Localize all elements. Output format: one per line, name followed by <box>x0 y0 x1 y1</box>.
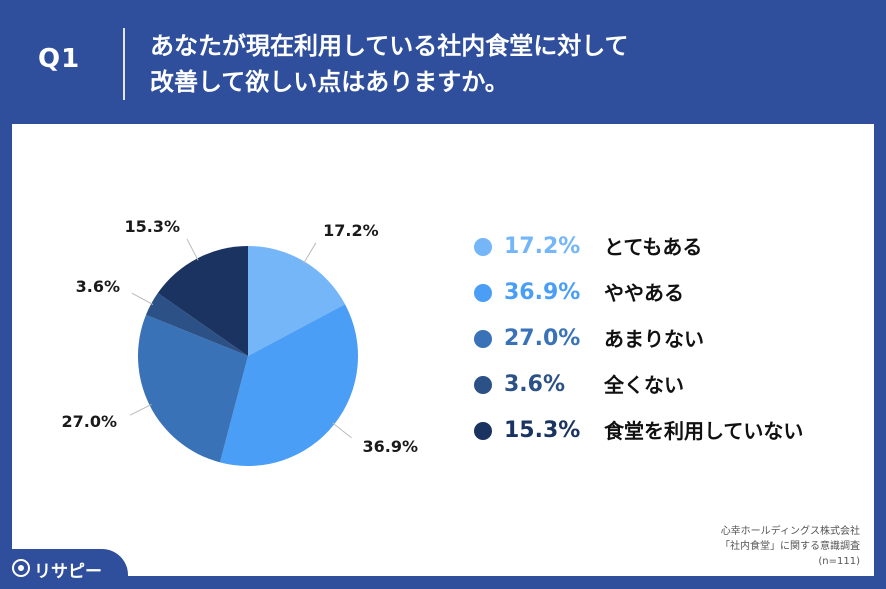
pie-svg <box>129 238 358 467</box>
legend-item-1: 36.9% ややある <box>474 278 854 308</box>
legend-label-4: 食堂を利用していない <box>604 419 804 443</box>
pie-label-2: 27.0% <box>61 411 117 431</box>
question-text: あなたが現在利用している社内食堂に対して 改善して欲しい点はありますか。 <box>150 28 629 100</box>
header-divider <box>123 28 125 100</box>
leader-line-0 <box>303 242 317 264</box>
legend-label-2: あまりない <box>604 327 704 351</box>
legend-dot-0 <box>474 238 492 256</box>
pie-label-1: 36.9% <box>362 437 419 457</box>
question-number: Q1 <box>38 44 81 74</box>
legend-item-4: 15.3% 食堂を利用していない <box>474 416 854 446</box>
legend-item-3: 3.6% 全くない <box>474 370 854 400</box>
source-line-3: (n=111) <box>818 556 860 567</box>
legend-pct-0: 17.2% <box>504 234 581 259</box>
pie-label-0: 17.2% <box>323 221 379 241</box>
leader-line-4 <box>186 238 199 261</box>
question-line-2: 改善して欲しい点はありますか。 <box>150 68 509 96</box>
legend-item-0: 17.2% とてもある <box>474 232 854 262</box>
location-pin-icon <box>12 559 30 577</box>
leader-line-3 <box>131 292 154 306</box>
pie-chart: 17.2% 36.9% 27.0% 3.6% 15.3% <box>12 124 462 576</box>
legend-label-3: 全くない <box>604 373 684 397</box>
pie-slice-2 <box>137 314 248 463</box>
legend-label-1: ややある <box>604 281 684 305</box>
legend-dot-3 <box>474 376 492 394</box>
legend-pct-1: 36.9% <box>504 280 581 305</box>
legend-dot-4 <box>474 422 492 440</box>
legend-pct-4: 15.3% <box>504 418 581 443</box>
brand-logo: リサピー <box>0 549 128 589</box>
source-line-2: 「社内食堂」に関する意識調査 <box>720 541 860 552</box>
legend-dot-2 <box>474 330 492 348</box>
pie-label-4: 15.3% <box>124 217 180 237</box>
pie-label-3: 3.6% <box>75 276 120 296</box>
legend-dot-1 <box>474 284 492 302</box>
question-line-1: あなたが現在利用している社内食堂に対して <box>150 32 629 60</box>
chart-panel: 17.2% 36.9% 27.0% 3.6% 15.3% 17.2% とてもある 36.… <box>12 124 874 576</box>
pie-slice-3 <box>145 293 248 356</box>
logo-text: リサピー <box>34 562 102 582</box>
leader-line-2 <box>129 403 152 416</box>
legend-label-0: とてもある <box>604 235 703 259</box>
pie-slice-4 <box>157 246 248 356</box>
source-line-1: 心幸ホールディングス株式会社 <box>720 526 860 537</box>
leader-line-1 <box>332 422 352 439</box>
pie-slice-0 <box>248 246 346 356</box>
source-note: 心幸ホールディングス株式会社 「社内食堂」に関する意識調査 (n=111) <box>720 524 860 569</box>
pie-slice-1 <box>219 304 358 467</box>
legend-pct-3: 3.6% <box>504 372 566 397</box>
legend-item-2: 27.0% あまりない <box>474 324 854 354</box>
header: Q1 あなたが現在利用している社内食堂に対して 改善して欲しい点はありますか。 <box>0 0 886 124</box>
legend-pct-2: 27.0% <box>504 326 581 351</box>
